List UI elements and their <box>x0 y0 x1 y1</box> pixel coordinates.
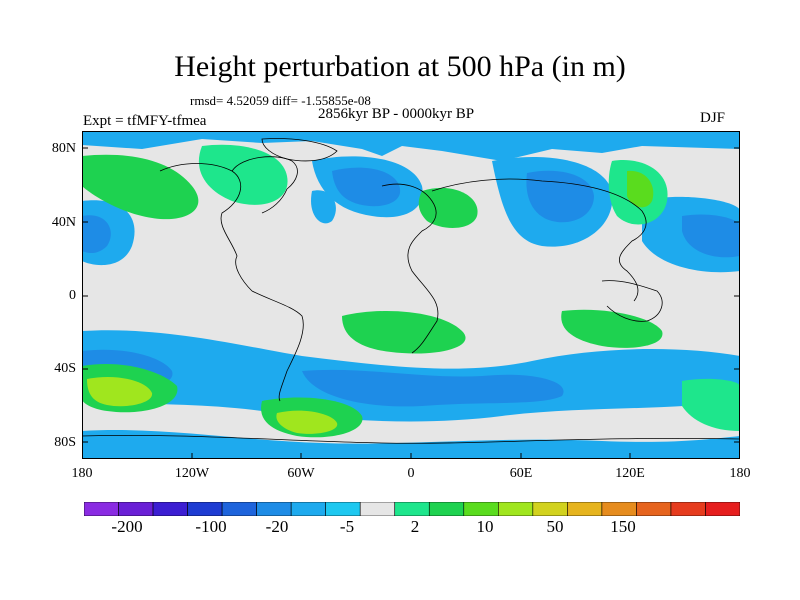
contour-fields <box>82 131 740 459</box>
contour-cyan-polar <box>82 429 740 459</box>
lon-label-60w: 60W <box>287 466 315 481</box>
contour-yellow-antarctic <box>276 410 338 434</box>
contour-blue-arctic <box>82 131 740 161</box>
colorbar-swatch <box>359 502 396 516</box>
lon-label-60e: 60E <box>509 466 533 481</box>
colorbar-swatch <box>394 502 430 516</box>
stats-text: rmsd= 4.52059 diff= -1.55855e-08 <box>190 93 371 108</box>
colorbar-swatch <box>705 502 740 516</box>
lon-label-180w: 180 <box>71 466 93 481</box>
contour-green-sth-ind2 <box>682 378 740 431</box>
colorbar-swatch <box>532 502 568 516</box>
lat-label-40s: 40S <box>54 361 76 376</box>
lat-label-40n: 40N <box>51 215 76 230</box>
contour-darkblue-nepac <box>682 214 740 258</box>
colorbar-swatch <box>221 502 257 516</box>
lat-label-80s: 80S <box>54 435 76 450</box>
period-text: 2856kyr BP - 0000kyr BP <box>318 106 475 122</box>
lon-label-0: 0 <box>407 466 415 481</box>
contour-blue-westpac <box>311 190 336 224</box>
lat-label-0: 0 <box>69 288 76 303</box>
lon-label-180e: 180 <box>729 466 751 481</box>
contour-darkblue-southern <box>302 369 564 407</box>
colorbar-label: 10 <box>476 517 494 536</box>
plot-title: Height perturbation at 500 hPa (in m) <box>174 50 626 83</box>
season-label: DJF <box>700 110 726 126</box>
colorbar-swatch <box>118 502 154 516</box>
colorbar-swatch <box>290 502 326 516</box>
contour-green-namerica <box>198 144 288 205</box>
colorbar-swatch <box>187 502 223 516</box>
colorbar-label: 50 <box>546 517 564 536</box>
contour-green-sth-ind <box>561 309 663 348</box>
colorbar <box>84 502 740 516</box>
colorbar-swatch <box>601 502 637 516</box>
contour-yellow-south-pac <box>87 376 153 407</box>
colorbar-swatch <box>670 502 706 516</box>
colorbar-label: -20 <box>265 517 289 536</box>
colorbar-label: -100 <box>195 517 227 536</box>
contour-green-npac <box>82 154 199 220</box>
colorbar-label: -5 <box>339 517 355 536</box>
colorbar-swatch <box>256 502 292 516</box>
contour-darkblue-npac <box>82 215 111 254</box>
coastlines <box>82 138 740 444</box>
axis-ticks <box>82 147 740 459</box>
contour-green-sth-atl <box>342 311 466 354</box>
experiment-label: Expt = tfMFY-tfmea <box>83 113 207 129</box>
colorbar-swatch <box>567 502 603 516</box>
colorbar-swatch <box>636 502 672 516</box>
contour-darkblue-atlantic <box>332 167 401 207</box>
contour-green-atlantic <box>418 187 478 228</box>
colorbar-swatch <box>152 502 188 516</box>
map-plot <box>82 131 740 459</box>
colorbar-label: 2 <box>410 517 420 536</box>
contour-green-pacific <box>627 170 654 208</box>
colorbar-label: 150 <box>610 517 636 536</box>
colorbar-swatch <box>463 502 499 516</box>
lon-label-120w: 120W <box>174 466 210 481</box>
lat-label-80n: 80N <box>51 141 76 156</box>
lon-label-120e: 120E <box>615 466 645 481</box>
colorbar-swatch <box>428 502 465 516</box>
colorbar-label: -200 <box>111 517 143 536</box>
colorbar-swatch <box>498 502 534 516</box>
colorbar-swatch <box>84 502 119 516</box>
contour-darkblue-eurasia <box>526 170 594 223</box>
colorbar-swatch <box>325 502 361 516</box>
